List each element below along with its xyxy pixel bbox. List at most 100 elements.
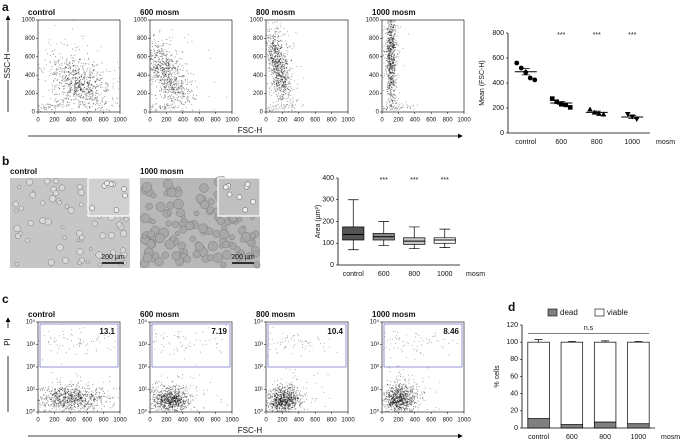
event-dot — [80, 380, 82, 382]
event-dot — [268, 106, 270, 108]
event-dot — [78, 93, 80, 95]
event-dot — [157, 63, 159, 65]
event-dot — [75, 396, 77, 398]
event-dot — [286, 104, 289, 106]
event-dot — [75, 93, 77, 96]
event-dot — [189, 120, 190, 121]
event-dot — [267, 35, 269, 37]
event-dot — [55, 402, 57, 405]
event-dot — [88, 98, 91, 100]
event-dot — [162, 68, 165, 70]
event-dot — [390, 39, 392, 41]
event-dot — [278, 81, 280, 84]
event-dot — [389, 73, 391, 75]
event-dot — [190, 81, 192, 83]
event-dot — [174, 56, 176, 58]
event-dot — [281, 61, 283, 63]
event-dot — [63, 403, 65, 405]
event-dot — [26, 401, 27, 402]
event-dot — [50, 390, 53, 392]
event-dot — [388, 83, 390, 85]
event-dot — [78, 83, 80, 85]
event-dot — [292, 105, 294, 107]
event-dot — [278, 50, 280, 52]
event-dot — [64, 393, 66, 395]
event-dot — [89, 396, 92, 398]
event-dot — [387, 93, 389, 95]
event-dot — [275, 105, 277, 107]
event-dot — [104, 90, 106, 92]
event-dot — [385, 50, 388, 53]
event-dot — [138, 51, 139, 52]
event-dot — [57, 393, 59, 395]
event-dot — [396, 102, 398, 104]
event-dot — [95, 389, 97, 391]
event-dot — [173, 108, 175, 110]
event-dot — [172, 88, 174, 90]
event-dot — [282, 104, 284, 106]
event-dot — [281, 67, 284, 69]
event-dot — [91, 96, 93, 98]
event-dot — [286, 103, 288, 105]
event-dot — [395, 64, 397, 66]
event-dot — [76, 87, 78, 89]
event-dot — [276, 85, 278, 87]
event-dot — [79, 89, 82, 91]
event-dot — [394, 68, 396, 70]
event-dot — [277, 49, 279, 51]
event-dot — [63, 398, 65, 401]
event-dot — [55, 405, 58, 407]
event-dot — [272, 58, 274, 60]
event-dot — [64, 38, 66, 40]
event-dot — [51, 393, 53, 395]
event-dot — [274, 58, 276, 60]
event-dot — [70, 406, 72, 408]
event-dot — [391, 35, 393, 37]
event-dot — [73, 61, 75, 63]
event-dot — [280, 86, 282, 88]
event-dot — [175, 82, 177, 85]
whisker-low — [378, 239, 390, 246]
event-dot — [267, 55, 269, 57]
event-dot — [42, 387, 44, 389]
event-dot — [278, 92, 280, 94]
event-dot — [277, 62, 279, 64]
event-dot — [390, 54, 392, 56]
cell — [229, 234, 235, 241]
density-cloud — [382, 20, 419, 112]
event-dot — [66, 399, 68, 402]
event-dot — [178, 91, 180, 93]
event-dot — [276, 27, 278, 29]
event-dot — [70, 92, 72, 94]
event-dot — [79, 80, 81, 82]
event-dot — [279, 87, 281, 89]
event-dot — [150, 69, 152, 71]
event-dot — [390, 29, 392, 31]
event-dot — [65, 97, 67, 99]
event-dot — [75, 67, 77, 69]
event-dot — [65, 397, 67, 399]
event-dot — [180, 84, 182, 87]
event-dot — [287, 92, 289, 94]
event-dot — [285, 83, 287, 85]
event-dot — [277, 84, 279, 86]
y-tick-label: 100 — [322, 240, 334, 247]
event-dot — [45, 107, 47, 109]
event-dot — [393, 59, 395, 61]
event-dot — [388, 93, 391, 96]
event-dot — [391, 26, 393, 28]
event-dot — [151, 55, 153, 58]
event-dot — [80, 90, 82, 92]
event-dot — [57, 100, 59, 102]
event-dot — [79, 402, 81, 404]
event-dot — [389, 105, 392, 107]
event-dot — [389, 94, 391, 96]
event-dot — [91, 92, 93, 94]
event-dot — [151, 68, 153, 70]
event-dot — [79, 397, 81, 399]
event-dot — [101, 99, 103, 101]
event-dot — [81, 398, 83, 400]
event-dot — [155, 98, 157, 100]
event-dot — [274, 66, 276, 68]
event-dot — [114, 102, 116, 104]
